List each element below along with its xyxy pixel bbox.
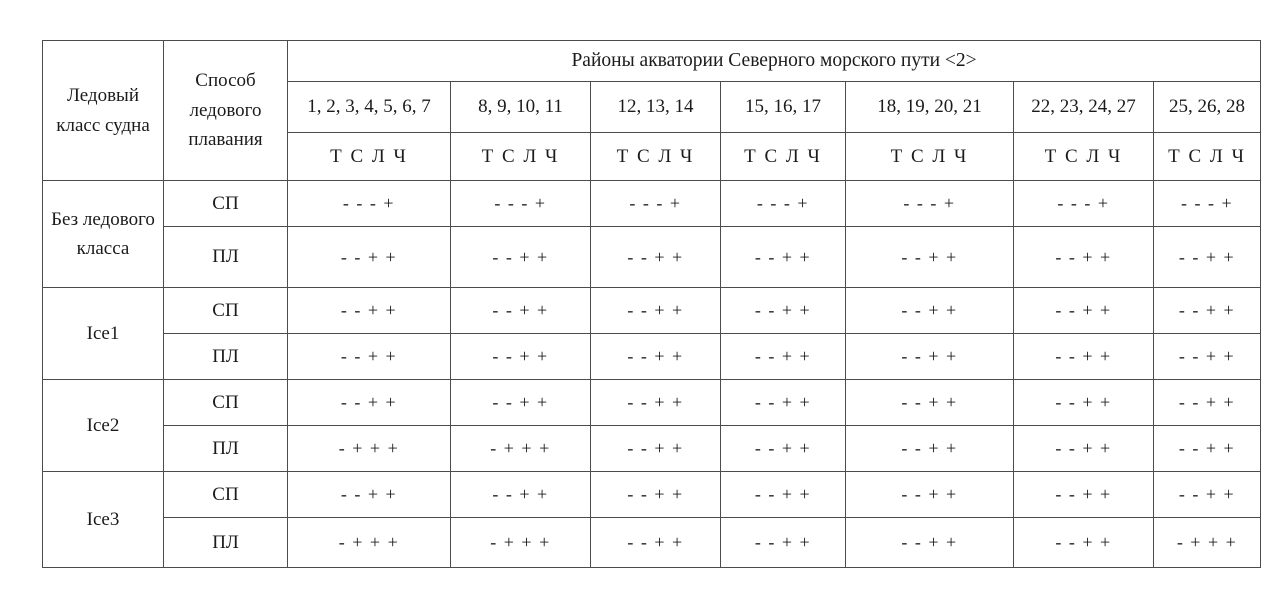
value-cell: - - + + — [287, 379, 451, 426]
value-cell: - - + + — [287, 471, 451, 518]
ice-conditions-header: Т С Л Ч — [1013, 132, 1154, 181]
ice-class-zones-table: Ледовый класс судна Способ ледового плав… — [42, 40, 1262, 568]
ice-class-cell: Ice1 — [42, 287, 164, 380]
value-cell: - - + + — [845, 379, 1014, 426]
value-cell: - - + + — [1013, 287, 1154, 334]
mode-cell: ПЛ — [163, 517, 288, 568]
value-cell: - - - + — [590, 180, 721, 227]
value-cell: - - + + — [590, 379, 721, 426]
ice-conditions-header: Т С Л Ч — [845, 132, 1014, 181]
value-cell: - + + + — [450, 517, 591, 568]
mode-cell: СП — [163, 471, 288, 518]
table-row: Без ледового класса СП - - - + - - - + -… — [42, 180, 1262, 288]
value-cell: - - + + — [1013, 425, 1154, 472]
value-cell: - - + + — [720, 471, 846, 518]
ice-conditions-header: Т С Л Ч — [287, 132, 451, 181]
value-cell: - - + + — [1152, 379, 1262, 426]
value-cell: - - - + — [1013, 180, 1154, 227]
value-cell: - - + + — [845, 517, 1014, 568]
table-row: ПЛ - + + + - + + + - - + + - - + + - - +… — [43, 425, 1262, 472]
zone-group-header: 25, 26, 28 — [1152, 81, 1262, 133]
value-cell: - - + + — [1013, 379, 1154, 426]
zone-group-header: 18, 19, 20, 21 — [845, 81, 1014, 133]
value-cell: - - + + — [720, 517, 846, 568]
value-cell: - - + + — [720, 226, 846, 288]
value-cell: - - + + — [450, 471, 591, 518]
value-cell: - - - + — [845, 180, 1014, 227]
mode-cell: СП — [163, 180, 288, 227]
value-cell: - - + + — [450, 379, 591, 426]
value-cell: - - - + — [1152, 180, 1262, 227]
value-cell: - - + + — [590, 287, 721, 334]
zone-group-header: 15, 16, 17 — [720, 81, 846, 133]
ice-conditions-header: Т С Л Ч — [450, 132, 591, 181]
header-row-zones: 1, 2, 3, 4, 5, 6, 7 8, 9, 10, 11 12, 13,… — [43, 81, 1262, 133]
value-cell: - - + + — [845, 425, 1014, 472]
value-cell: - - + + — [590, 226, 721, 288]
value-cell: - - + + — [845, 287, 1014, 334]
ice-class-cell: Без ледового класса — [42, 180, 164, 288]
value-cell: - - + + — [720, 287, 846, 334]
value-cell: - - + + — [1013, 226, 1154, 288]
value-cell: - - + + — [845, 226, 1014, 288]
value-cell: - - + + — [1013, 517, 1154, 568]
header-row-ice-conditions: Т С Л Ч Т С Л Ч Т С Л Ч Т С Л Ч Т С Л Ч … — [43, 132, 1262, 181]
value-cell: - - + + — [450, 333, 591, 380]
value-cell: - - + + — [590, 517, 721, 568]
zone-group-header: 12, 13, 14 — [590, 81, 721, 133]
value-cell: - - + + — [590, 471, 721, 518]
value-cell: - - + + — [287, 287, 451, 334]
mode-cell: ПЛ — [163, 333, 288, 380]
value-cell: - - + + — [720, 379, 846, 426]
value-cell: - - + + — [1152, 333, 1262, 380]
table-row: Ice2 СП - - + + - - + + - - + + - - + + … — [42, 379, 1262, 472]
table-row: ПЛ - - + + - - + + - - + + - - + + - - +… — [43, 226, 1262, 288]
value-cell: - - + + — [590, 425, 721, 472]
value-cell: - - - + — [287, 180, 451, 227]
value-cell: - - - + — [720, 180, 846, 227]
value-cell: - + + + — [287, 425, 451, 472]
value-cell: - + + + — [450, 425, 591, 472]
value-cell: - - + + — [287, 333, 451, 380]
value-cell: - - + + — [450, 226, 591, 288]
value-cell: - - + + — [1013, 333, 1154, 380]
value-cell: - - + + — [1152, 226, 1262, 288]
ice-class-cell: Ice3 — [42, 471, 164, 568]
table-row: Ice3 СП - - + + - - + + - - + + - - + + … — [42, 471, 1262, 568]
ice-class-cell: Ice2 — [42, 379, 164, 472]
value-cell: - + + + — [287, 517, 451, 568]
zone-group-header: 22, 23, 24, 27 — [1013, 81, 1154, 133]
ice-conditions-header: Т С Л Ч — [720, 132, 846, 181]
ice-class-column-header: Ледовый класс судна — [42, 40, 164, 181]
value-cell: - - + + — [720, 333, 846, 380]
value-cell: - - + + — [1152, 471, 1262, 518]
mode-cell: ПЛ — [163, 425, 288, 472]
table-row: ПЛ - + + + - + + + - - + + - - + + - - +… — [43, 517, 1262, 568]
zone-group-header: 8, 9, 10, 11 — [450, 81, 591, 133]
ice-conditions-header: Т С Л Ч — [1152, 132, 1262, 181]
navigation-mode-column-header: Способ ледового плавания — [163, 40, 288, 181]
value-cell: - - + + — [450, 287, 591, 334]
value-cell: - - + + — [1152, 287, 1262, 334]
regulation-table-container: Ледовый класс судна Способ ледового плав… — [42, 40, 1262, 568]
ice-conditions-header: Т С Л Ч — [590, 132, 721, 181]
mode-cell: СП — [163, 287, 288, 334]
zones-span-header: Районы акватории Северного морского пути… — [286, 40, 1262, 82]
value-cell: - - + + — [1013, 471, 1154, 518]
value-cell: - + + + — [1152, 517, 1262, 568]
value-cell: - - + + — [720, 425, 846, 472]
value-cell: - - + + — [1152, 425, 1262, 472]
value-cell: - - + + — [845, 471, 1014, 518]
value-cell: - - + + — [287, 226, 451, 288]
mode-cell: ПЛ — [163, 226, 288, 288]
header-row-span: Ледовый класс судна Способ ледового плав… — [42, 40, 1262, 181]
table-row: ПЛ - - + + - - + + - - + + - - + + - - +… — [43, 333, 1262, 380]
mode-cell: СП — [163, 379, 288, 426]
value-cell: - - + + — [845, 333, 1014, 380]
table-row: Ice1 СП - - + + - - + + - - + + - - + + … — [42, 287, 1262, 380]
zone-group-header: 1, 2, 3, 4, 5, 6, 7 — [287, 81, 451, 133]
value-cell: - - - + — [450, 180, 591, 227]
value-cell: - - + + — [590, 333, 721, 380]
